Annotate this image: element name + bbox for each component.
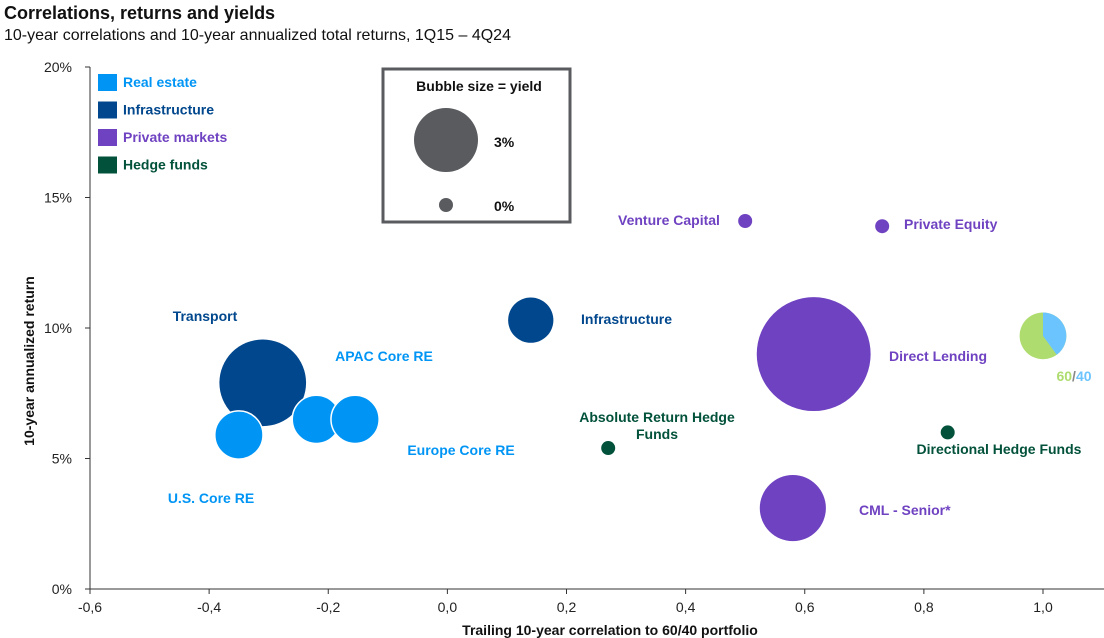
bubble-label-directional-hedge-funds: Directional Hedge Funds (917, 441, 1082, 457)
y-tick-label: 0% (52, 581, 72, 597)
legend-swatch (98, 129, 117, 146)
bubble-size-key-title: Bubble size = yield (416, 78, 542, 94)
y-tick-label: 15% (44, 190, 72, 206)
bubble-directional-hedge-funds (940, 425, 955, 440)
legend-label: Real estate (123, 74, 197, 90)
bubble-absolute-return-hedge-funds (601, 441, 616, 456)
legend-label: Private markets (123, 129, 228, 145)
bubble-cml-senior (759, 475, 826, 542)
x-tick-label: 0,4 (676, 599, 696, 615)
x-tick-label: -0,2 (316, 599, 340, 615)
y-tick-label: 5% (52, 451, 72, 467)
chart-title: Correlations, returns and yields (4, 3, 276, 23)
x-tick-label: 1,0 (1033, 599, 1053, 615)
bubble-direct-lending (756, 297, 871, 412)
bubble-infrastructure (508, 297, 554, 343)
x-axis-label: Trailing 10-year correlation to 60/40 po… (462, 622, 758, 638)
bubble-label-apac-core-re: APAC Core RE (335, 348, 433, 364)
bubble-label-infrastructure: Infrastructure (581, 311, 672, 327)
bubble-size-key-large (414, 108, 478, 172)
bubble-label-direct-lending: Direct Lending (889, 348, 987, 364)
x-tick-label: 0,0 (438, 599, 458, 615)
bubble-size-key-large-label: 3% (494, 134, 515, 150)
bubble-transport (219, 339, 307, 427)
chart-subtitle: 10-year correlations and 10-year annuali… (4, 27, 511, 44)
x-tick-label: -0,6 (78, 599, 102, 615)
bubble-u-s-core-re (214, 410, 264, 460)
bubble-label-cml-senior: CML - Senior* (859, 502, 951, 518)
portfolio-label: 60/40 (1056, 368, 1091, 384)
bubble-private-equity (875, 219, 890, 234)
bubble-size-key-small (439, 198, 453, 212)
bubble-label-venture-capital: Venture Capital (618, 212, 720, 228)
y-tick-label: 20% (44, 59, 72, 75)
bubble-label-transport: Transport (173, 308, 238, 324)
y-tick-label: 10% (44, 320, 72, 336)
portfolio-pie-bond-slice (1043, 312, 1067, 355)
x-tick-label: 0,2 (557, 599, 577, 615)
legend-swatch (98, 156, 117, 174)
legend-label: Infrastructure (123, 102, 214, 118)
bubble-label-u-s-core-re: U.S. Core RE (168, 490, 254, 506)
legend-swatch (98, 101, 117, 119)
legend-label: Hedge funds (123, 157, 208, 173)
x-tick-label: 0,8 (914, 599, 934, 615)
bubble-label-europe-core-re: Europe Core RE (407, 442, 514, 458)
bubble-europe-core-re (330, 394, 380, 445)
bubble-venture-capital (738, 213, 753, 228)
bubble-size-key-small-label: 0% (494, 198, 515, 214)
bubble-label-absolute-return-hedge-funds: Absolute Return Hedge Funds (579, 409, 735, 442)
x-tick-label: -0,4 (197, 599, 221, 615)
bubble-label-private-equity: Private Equity (904, 216, 998, 232)
legend-swatch (98, 74, 117, 91)
y-axis-label: 10-year annualized return (21, 276, 37, 446)
x-tick-label: 0,6 (795, 599, 815, 615)
